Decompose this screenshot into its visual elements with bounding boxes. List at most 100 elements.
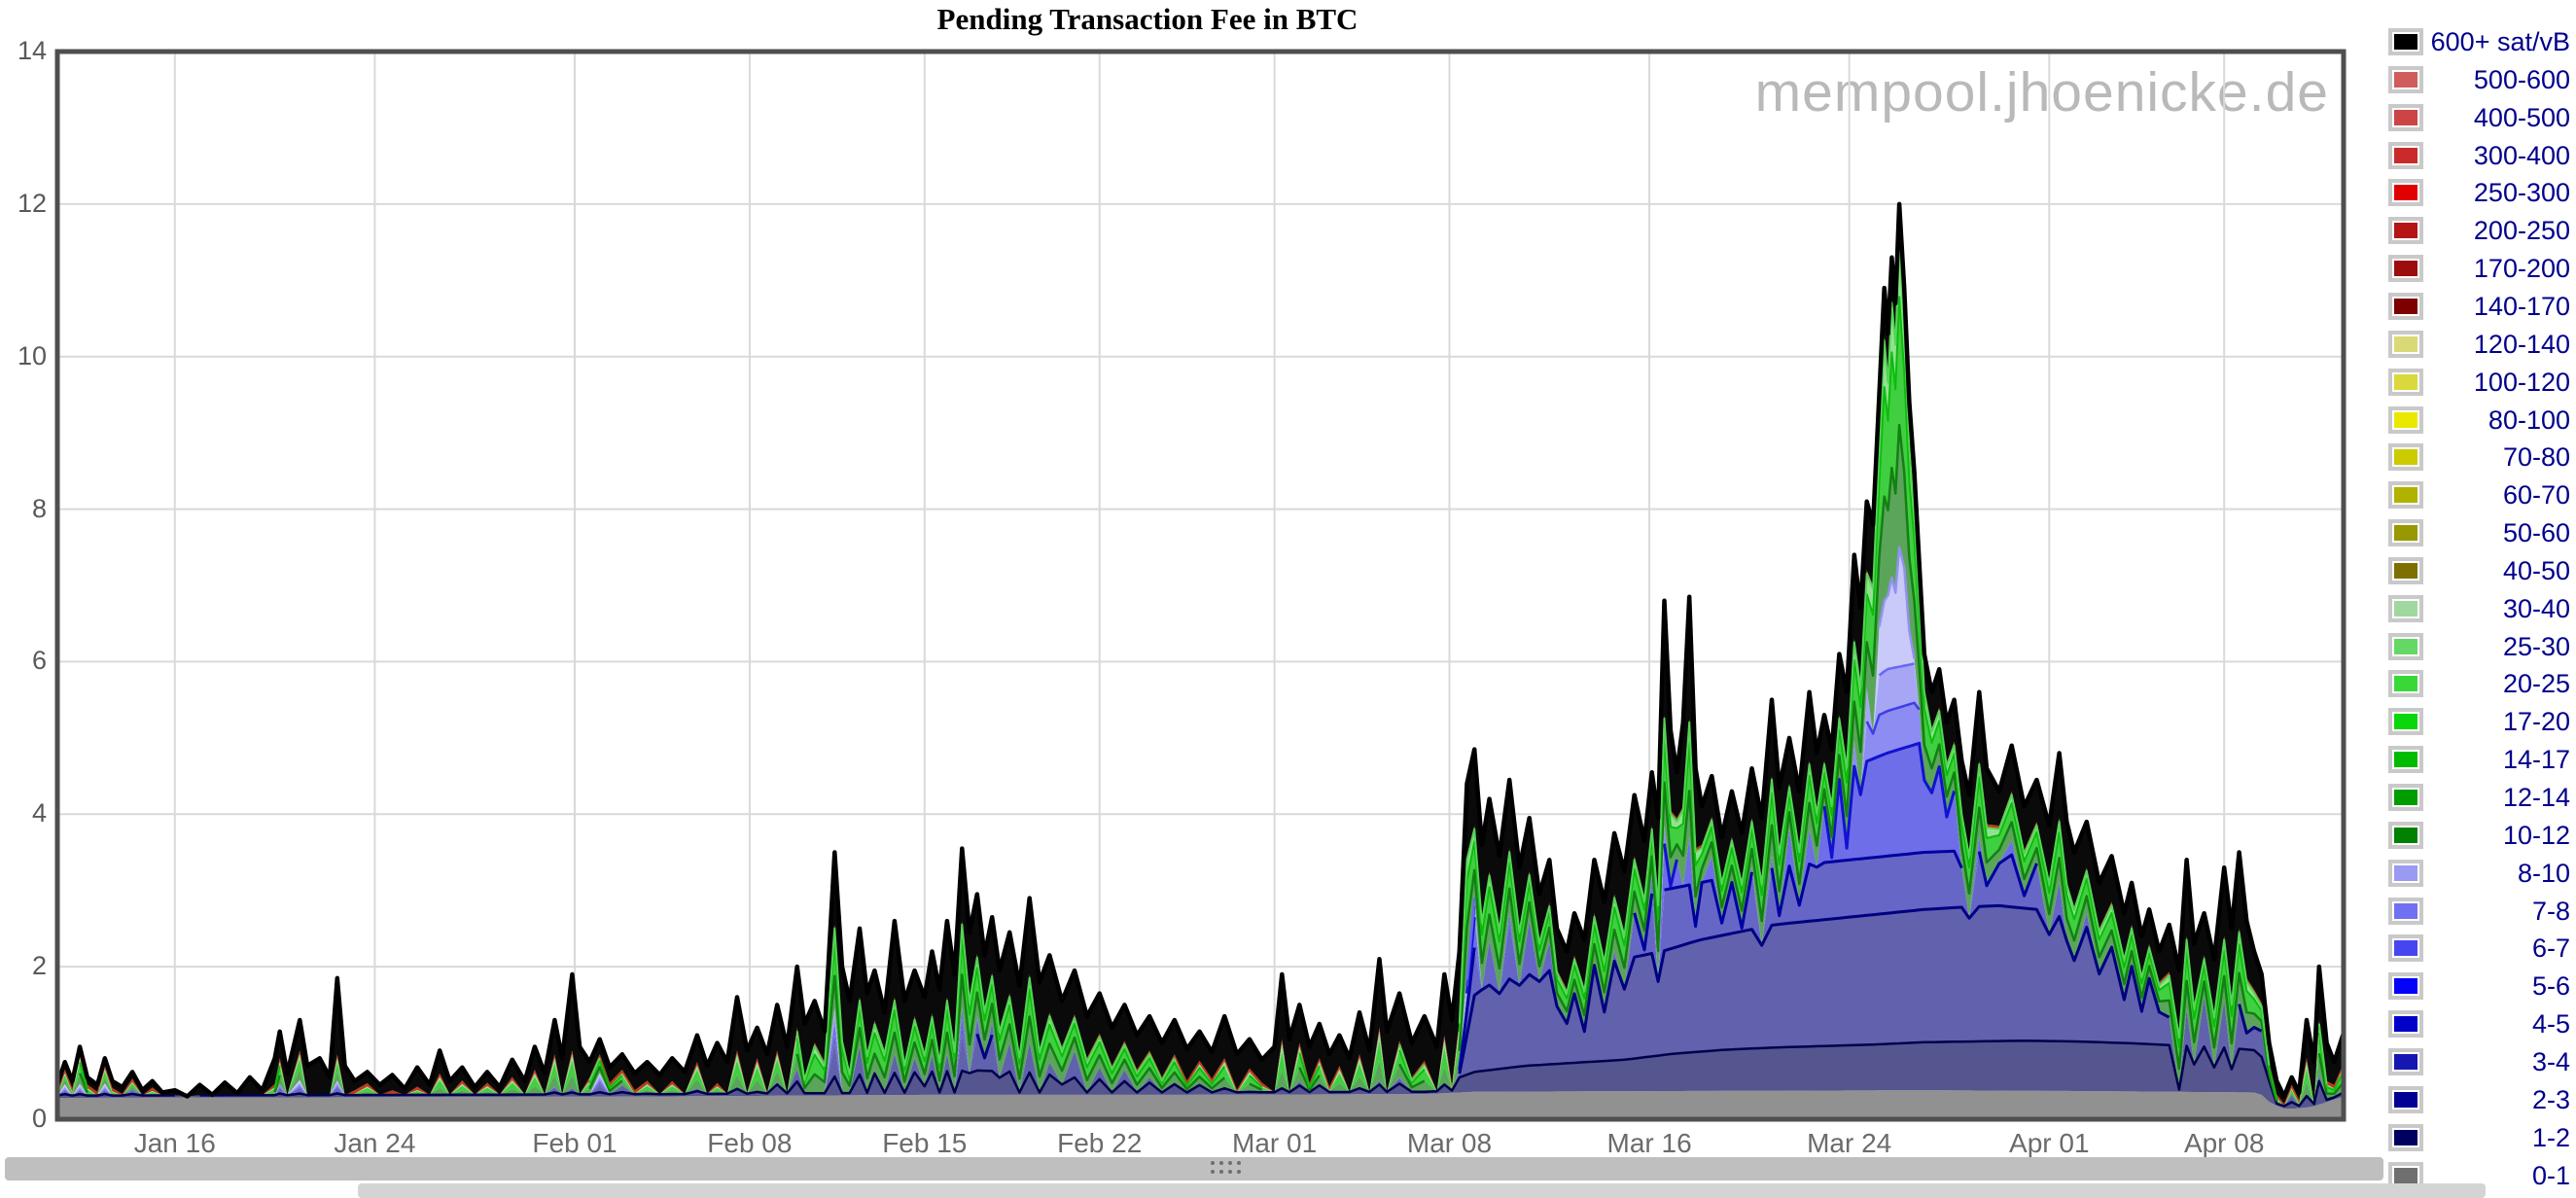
legend-label: 50-60 xyxy=(2502,518,2570,548)
legend-swatch xyxy=(2388,65,2423,93)
legend-item: 14-17 xyxy=(2344,742,2576,779)
legend-label: 0-1 xyxy=(2531,1160,2570,1190)
legend-item: 250-300 xyxy=(2344,175,2576,212)
legend-item: 12-14 xyxy=(2344,780,2576,817)
legend-swatch xyxy=(2388,179,2423,207)
gridlines xyxy=(57,52,2344,1119)
legend-item: 120-140 xyxy=(2344,327,2576,364)
legend-swatch xyxy=(2388,217,2423,245)
legend-swatch xyxy=(2388,519,2423,547)
legend-label: 8-10 xyxy=(2517,858,2570,888)
legend-swatch xyxy=(2388,594,2423,622)
band-2-4 xyxy=(57,905,2344,1107)
y-tick-14: 14 xyxy=(17,36,47,65)
watermark: mempool.jhoenicke.de xyxy=(1754,61,2329,123)
legend-item: 7-8 xyxy=(2344,894,2576,931)
legend-label: 25-30 xyxy=(2502,631,2570,661)
legend-label: 170-200 xyxy=(2473,254,2570,284)
x-tick: Feb 01 xyxy=(532,1128,618,1158)
legend-label: 140-170 xyxy=(2473,291,2570,321)
x-tick: Mar 08 xyxy=(1406,1128,1493,1158)
edge-7-8 xyxy=(1465,662,1915,980)
legend-swatch xyxy=(2388,821,2423,849)
legend-swatch xyxy=(2388,708,2423,736)
y-tick-10: 10 xyxy=(17,340,47,370)
legend-label: 12-14 xyxy=(2502,783,2570,812)
legend-label: 250-300 xyxy=(2473,178,2570,208)
edge-14-20 xyxy=(79,296,2344,1100)
legend-item: 10-12 xyxy=(2344,818,2576,855)
legend-label: 80-100 xyxy=(2488,405,2570,435)
y-tick-6: 6 xyxy=(31,646,47,676)
legend-label: 600+ sat/vB xyxy=(2430,27,2570,56)
legend-swatch xyxy=(2388,28,2423,55)
legend-item: 25-30 xyxy=(2344,629,2576,666)
legend-item: 140-170 xyxy=(2344,289,2576,326)
x-tick: Mar 16 xyxy=(1606,1128,1692,1158)
y-tick-0: 0 xyxy=(31,1104,47,1133)
legend-swatch xyxy=(2388,859,2423,887)
legend-swatch xyxy=(2388,784,2423,811)
scrollbar-grip-dot[interactable] xyxy=(1211,1161,1215,1165)
legend-swatch xyxy=(2388,1047,2423,1075)
legend-item: 300-400 xyxy=(2344,138,2576,175)
legend-item: 40-50 xyxy=(2344,553,2576,590)
legend-item: 20-25 xyxy=(2344,666,2576,703)
legend-item: 0-1 xyxy=(2344,1158,2576,1195)
legend-swatch xyxy=(2388,405,2423,434)
legend-item: 2-3 xyxy=(2344,1082,2576,1119)
legend-item: 1-2 xyxy=(2344,1120,2576,1157)
legend-item: 400-500 xyxy=(2344,100,2576,137)
scrollbar-grip-dot[interactable] xyxy=(1219,1170,1223,1174)
scrollbar-grip-dot[interactable] xyxy=(1228,1161,1232,1165)
legend-item: 50-60 xyxy=(2344,515,2576,552)
legend-swatch xyxy=(2388,934,2423,963)
legend-label: 200-250 xyxy=(2473,216,2570,246)
legend-label: 30-40 xyxy=(2502,593,2570,623)
legend-label: 100-120 xyxy=(2473,367,2570,397)
legend-swatch xyxy=(2388,1085,2423,1113)
legend-label: 5-6 xyxy=(2531,971,2570,1002)
legend-item: 8-10 xyxy=(2344,856,2576,893)
legend-swatch xyxy=(2388,972,2423,1001)
x-tick: Mar 24 xyxy=(1807,1128,1892,1158)
legend-item: 170-200 xyxy=(2344,251,2576,288)
legend-label: 17-20 xyxy=(2502,707,2570,737)
scrollbar-grip-dot[interactable] xyxy=(1228,1170,1232,1174)
legend-item: 200-250 xyxy=(2344,213,2576,250)
legend-swatch xyxy=(2388,141,2423,169)
x-tick: Feb 22 xyxy=(1057,1128,1143,1158)
legend-swatch xyxy=(2388,330,2423,358)
x-tick: Feb 15 xyxy=(882,1128,968,1158)
legend-swatch xyxy=(2388,1123,2423,1151)
legend-label: 10-12 xyxy=(2502,820,2570,850)
horizontal-scrollbar[interactable] xyxy=(358,1183,2486,1198)
band-4-5 xyxy=(57,851,2344,1107)
scrollbar-grip-dot[interactable] xyxy=(1219,1161,1223,1165)
legend-item: 100-120 xyxy=(2344,365,2576,402)
legend-label: 3-4 xyxy=(2531,1046,2570,1076)
legend-item: 4-5 xyxy=(2344,1006,2576,1043)
legend-swatch xyxy=(2388,897,2423,925)
chart-title: Pending Transaction Fee in BTC xyxy=(936,2,1359,36)
legend-swatch xyxy=(2388,368,2423,396)
scrollbar-grip-dot[interactable] xyxy=(1237,1161,1241,1165)
y-tick-4: 4 xyxy=(31,798,47,828)
legend-label: 7-8 xyxy=(2531,896,2570,926)
scrollbar-grip-dot[interactable] xyxy=(1211,1170,1215,1174)
legend-label: 120-140 xyxy=(2473,329,2570,359)
chart-range-scrollbar[interactable] xyxy=(5,1157,2383,1180)
y-tick-8: 8 xyxy=(31,493,47,523)
legend-label: 6-7 xyxy=(2531,934,2570,964)
legend-item: 80-100 xyxy=(2344,403,2576,440)
x-tick: Apr 08 xyxy=(2183,1128,2265,1158)
x-tick: Mar 01 xyxy=(1232,1128,1318,1158)
legend-item: 3-4 xyxy=(2344,1044,2576,1081)
legend-label: 40-50 xyxy=(2502,555,2570,585)
scrollbar-grip-dot[interactable] xyxy=(1237,1170,1241,1174)
band-1-2 xyxy=(57,1040,2344,1110)
legend-label: 60-70 xyxy=(2502,480,2570,511)
x-tick: Jan 24 xyxy=(334,1128,416,1158)
